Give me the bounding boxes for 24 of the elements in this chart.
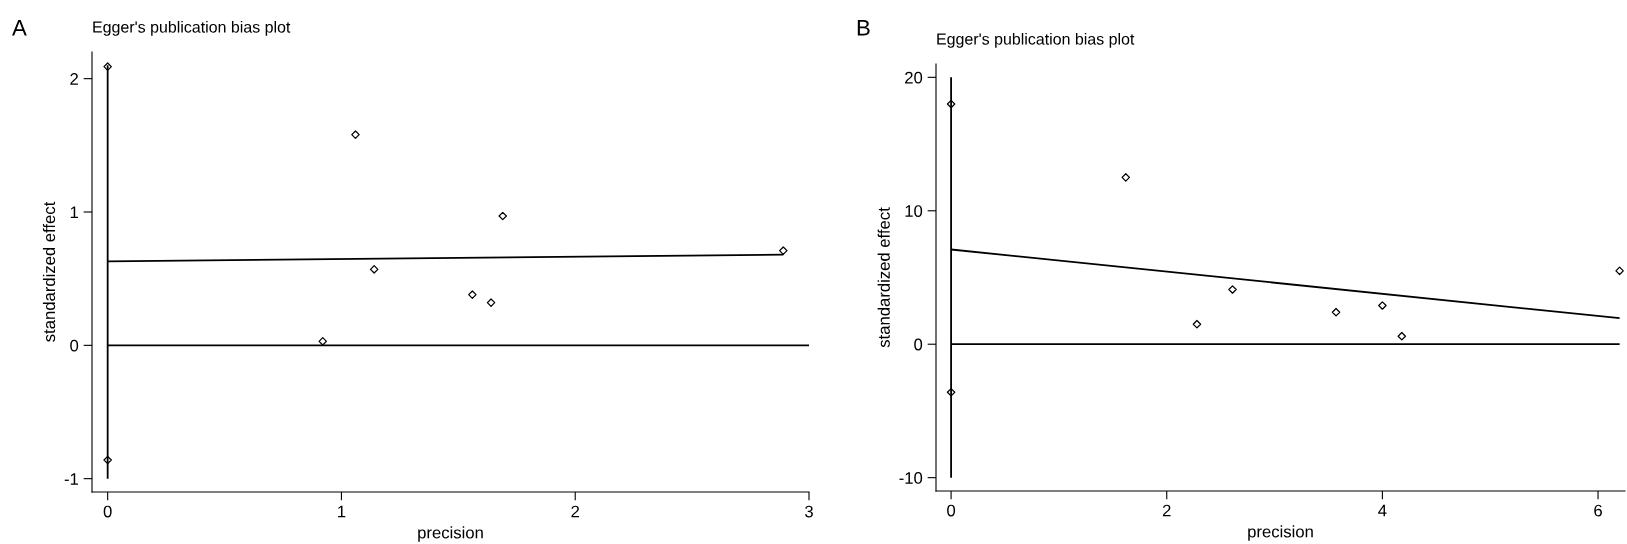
y-tick-label: 1 [70, 206, 78, 219]
x-tick-label: 2 [571, 505, 580, 518]
y-tick-label: 0 [70, 339, 79, 352]
x-tick-label: 4 [1378, 504, 1387, 517]
x-tick-label: 0 [947, 504, 956, 517]
text: B [857, 20, 870, 36]
y-axis-title: standardized effect [877, 207, 890, 348]
chart-title: Egger's publication bias plot [937, 32, 1135, 48]
x-tick-label: 3 [805, 505, 813, 518]
y-axis-title: standardized effect [42, 201, 56, 342]
text: A [12, 20, 27, 36]
y-tick-label: -1 [64, 473, 78, 485]
y-tick-label: 2 [70, 73, 78, 85]
x-tick-label: 2 [1162, 504, 1171, 517]
y-tick-label: 20 [905, 71, 923, 84]
x-axis-title: precision [418, 526, 483, 542]
y-tick-label: 0 [914, 338, 923, 351]
x-tick-label: 1 [338, 505, 346, 518]
chart-title: Egger's publication bias plot [93, 20, 291, 36]
x-tick-label: 0 [103, 505, 112, 518]
y-tick-label: 10 [905, 205, 923, 217]
y-tick-label: -10 [899, 472, 923, 484]
x-tick-label: 6 [1594, 504, 1602, 517]
x-axis-title: precision [1248, 525, 1313, 541]
